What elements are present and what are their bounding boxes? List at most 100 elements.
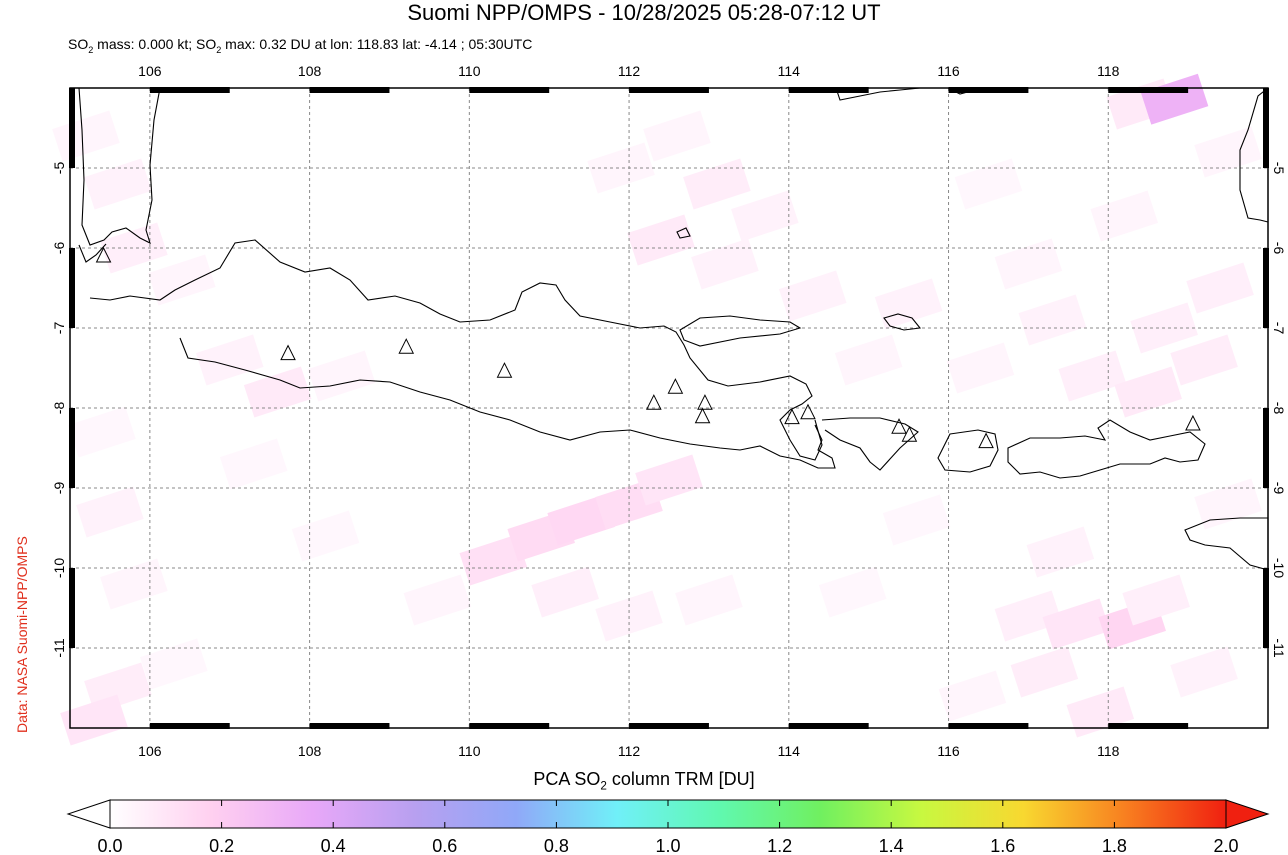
frame-bar-bottom	[948, 723, 1029, 729]
colorbar-tick-label: 0.4	[321, 836, 346, 855]
so2-cells	[52, 73, 1262, 746]
volcano-triangle-icon	[496, 362, 513, 378]
so2-cell	[148, 254, 216, 306]
so2-cell	[76, 486, 144, 538]
so2-cell	[994, 238, 1063, 290]
coast-borneo	[835, 87, 921, 101]
coast-sumba-flores	[1184, 517, 1269, 571]
coastlines	[78, 87, 1269, 571]
lat-label-right: -5	[1271, 162, 1287, 175]
colorbar-tick-label: 1.0	[655, 836, 680, 855]
colorbar-tick-label: 0.0	[97, 836, 122, 855]
so2-cell	[938, 670, 1007, 722]
volcano-triangle-icon	[978, 432, 994, 449]
colorbar-tick-label: 0.6	[432, 836, 457, 855]
frame-bar-left	[69, 88, 75, 168]
frame-bar-left	[69, 248, 75, 328]
colorbar-tick-label: 1.6	[990, 836, 1015, 855]
frame-bar-top	[629, 87, 709, 93]
so2-cell	[1114, 366, 1182, 418]
frame-bar-top	[948, 87, 1029, 93]
so2-cell	[635, 454, 703, 506]
colorbar-tick-label: 1.8	[1102, 836, 1127, 855]
so2-cell	[994, 590, 1063, 642]
volcano-triangle-icon	[280, 344, 296, 361]
so2-cell	[643, 110, 711, 162]
so2-cell	[1122, 574, 1190, 626]
coast-sumatra	[78, 87, 161, 246]
so2-cell	[834, 334, 903, 386]
lat-label-right: -9	[1271, 482, 1287, 495]
lon-label-top: 106	[138, 63, 162, 79]
lat-label-right: -7	[1271, 322, 1287, 335]
so2-cell	[307, 350, 376, 402]
coast-bawean	[676, 227, 691, 239]
so2-stats: SO2 mass: 0.000 kt; SO2 max: 0.32 DU at …	[68, 36, 533, 55]
frame-bar-bottom	[309, 723, 390, 729]
volcano-triangle-icon	[667, 378, 684, 394]
lon-label-bottom: 118	[1097, 743, 1120, 759]
volcano-triangle-icon	[697, 394, 713, 410]
lon-label-bottom: 116	[937, 743, 960, 759]
so2-cell	[291, 510, 360, 562]
so2-cell	[531, 566, 599, 618]
so2-cell	[140, 638, 208, 690]
so2-cell	[1018, 294, 1087, 346]
so2-cell	[882, 494, 951, 546]
coast-madura	[679, 315, 802, 347]
so2-cell	[1194, 478, 1262, 530]
lat-label-left: -8	[51, 402, 67, 415]
so2-cell	[403, 574, 472, 626]
so2-cell	[60, 694, 128, 746]
coast-java-south	[179, 337, 836, 469]
frame-ticks	[69, 87, 1269, 729]
frame-bar-top	[309, 87, 390, 93]
frame-bar-bottom	[149, 723, 230, 729]
so2-cell	[1186, 262, 1254, 314]
frame-bar-bottom	[469, 723, 550, 729]
so2-map: 106 106 108 108 110 110 112 112 114 114 116 116 118 1…	[51, 63, 1287, 759]
colorbar-over-arrow	[1225, 799, 1270, 829]
so2-cell	[818, 566, 887, 618]
colorbar-tick-label: 2.0	[1213, 836, 1238, 855]
so2-cell	[1194, 126, 1262, 178]
colorbar-ticks: 0.0 0.2 0.4 0.6 0.8 1.0 1.2 1.4 1.6 1.8 2.0	[97, 800, 1239, 855]
graticule	[70, 88, 1268, 728]
volcano-triangle-icon	[398, 338, 415, 354]
volcano-triangle-icon	[800, 403, 816, 420]
lat-label-left: -6	[51, 242, 67, 255]
so2-cell	[778, 270, 847, 322]
lon-label-top: 118	[1097, 63, 1120, 79]
colorbar-under-arrow	[66, 799, 111, 829]
so2-cell	[219, 438, 288, 490]
so2-cell	[1066, 686, 1135, 738]
lon-label-top: 112	[618, 63, 641, 79]
lat-label-left: -11	[51, 638, 67, 657]
so2-cell	[946, 342, 1015, 394]
so2-cell	[691, 238, 759, 290]
so2-cell	[627, 214, 695, 266]
frame-bar-right	[1263, 568, 1269, 648]
frame-bar-top	[469, 87, 550, 93]
so2-cell	[1090, 190, 1159, 242]
volcano-triangle-icon	[646, 394, 662, 410]
volcano-triangle-icon	[901, 426, 918, 442]
so2-cell	[587, 142, 655, 194]
volcano-triangle-icon	[95, 246, 112, 263]
coast-java-north	[89, 239, 823, 461]
coast-sulawesi	[1239, 87, 1269, 223]
colorbar-tick-label: 0.8	[544, 836, 569, 855]
lat-label-left: -10	[51, 558, 67, 578]
lon-label-bottom: 114	[778, 743, 801, 759]
so2-cell	[1042, 598, 1111, 650]
frame-bar-bottom	[1108, 723, 1189, 729]
coast-bali	[821, 417, 919, 471]
so2-cell	[100, 222, 168, 274]
so2-cell	[954, 158, 1023, 210]
frame-bar-right	[1263, 248, 1269, 328]
lat-label-right: -6	[1271, 242, 1287, 255]
lat-label-left: -5	[51, 162, 67, 175]
so2-cell	[1010, 646, 1079, 698]
so2-cell	[874, 278, 943, 330]
so2-cell	[52, 110, 120, 162]
